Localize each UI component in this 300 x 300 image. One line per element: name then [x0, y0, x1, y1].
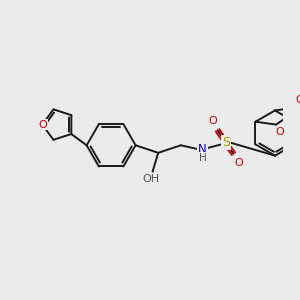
Text: S: S [222, 136, 230, 149]
Text: O: O [275, 127, 284, 137]
Text: N: N [198, 142, 207, 156]
Text: O: O [38, 119, 47, 130]
Text: H: H [199, 152, 206, 163]
Text: O: O [295, 95, 300, 105]
Text: O: O [208, 116, 217, 126]
Text: OH: OH [142, 174, 159, 184]
Text: O: O [235, 158, 244, 168]
